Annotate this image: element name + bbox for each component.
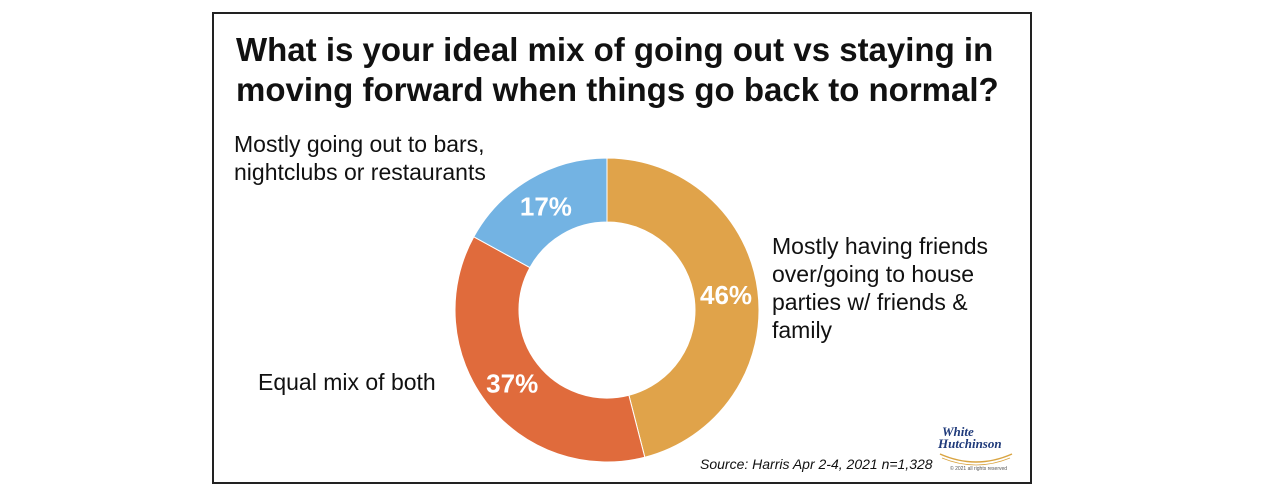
- logo-line-1: White: [942, 424, 974, 439]
- slice-percent-label-going-out: 17%: [520, 192, 572, 222]
- category-label-equal-mix: Equal mix of both: [258, 368, 436, 396]
- chart-title-line-1: What is your ideal mix of going out vs s…: [236, 31, 994, 68]
- chart-title: What is your ideal mix of going out vs s…: [236, 30, 1016, 110]
- category-label-friends-over: Mostly having friends over/going to hous…: [772, 232, 988, 344]
- source-note: Source: Harris Apr 2-4, 2021 n=1,328: [700, 456, 933, 472]
- donut-slice-going-out: [473, 157, 608, 269]
- category-label-equal-mix-line-1: Equal mix of both: [258, 369, 436, 395]
- chart-title-line-2: moving forward when things go back to no…: [236, 71, 999, 108]
- category-label-going-out-line-2: nightclubs or restaurants: [234, 159, 486, 185]
- slice-percent-label-equal-mix: 37%: [486, 369, 538, 399]
- donut-slice-friends-over: [606, 157, 760, 458]
- chart-frame: What is your ideal mix of going out vs s…: [212, 12, 1032, 484]
- donut-chart: 46% 37% 17%: [454, 157, 760, 463]
- category-label-friends-over-line-1: Mostly having friends: [772, 233, 989, 259]
- category-label-friends-over-line-2: over/going to house: [772, 261, 975, 287]
- donut-slice-equal-mix: [454, 236, 646, 463]
- white-hutchinson-logo: White Hutchinson © 2021 all rights reser…: [936, 424, 1016, 476]
- category-label-friends-over-line-3: parties w/ friends &: [772, 289, 968, 315]
- logo-line-2: Hutchinson: [938, 436, 1002, 451]
- category-label-going-out-line-1: Mostly going out to bars,: [234, 131, 485, 157]
- slice-percent-label-friends-over: 46%: [700, 280, 752, 310]
- category-label-going-out: Mostly going out to bars, nightclubs or …: [234, 130, 486, 186]
- logo-arc-icon: [939, 453, 1013, 466]
- category-label-friends-over-line-4: family: [772, 317, 833, 343]
- logo-copyright: © 2021 all rights reserved: [950, 466, 1008, 472]
